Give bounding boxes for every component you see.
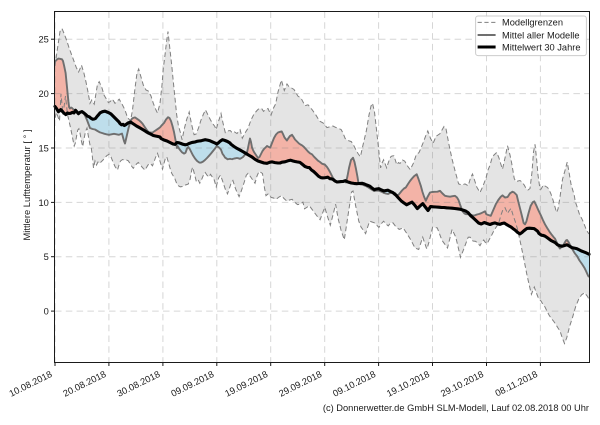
svg-text:0: 0	[44, 307, 49, 317]
svg-text:Mittlere Lufttemperatur [ ° ]: Mittlere Lufttemperatur [ ° ]	[21, 129, 32, 240]
svg-text:Mittelwert 30 Jahre: Mittelwert 30 Jahre	[502, 42, 581, 52]
svg-text:25: 25	[38, 35, 48, 45]
svg-text:5: 5	[44, 252, 49, 262]
svg-text:Modellgrenzen: Modellgrenzen	[502, 18, 563, 28]
svg-text:Mittel aller Modelle: Mittel aller Modelle	[502, 30, 580, 40]
svg-text:10: 10	[38, 198, 48, 208]
svg-text:(c) Donnerwetter.de GmbH SLM-M: (c) Donnerwetter.de GmbH SLM-Modell, Lau…	[323, 403, 589, 413]
svg-text:20: 20	[38, 89, 48, 99]
svg-text:15: 15	[38, 143, 48, 153]
